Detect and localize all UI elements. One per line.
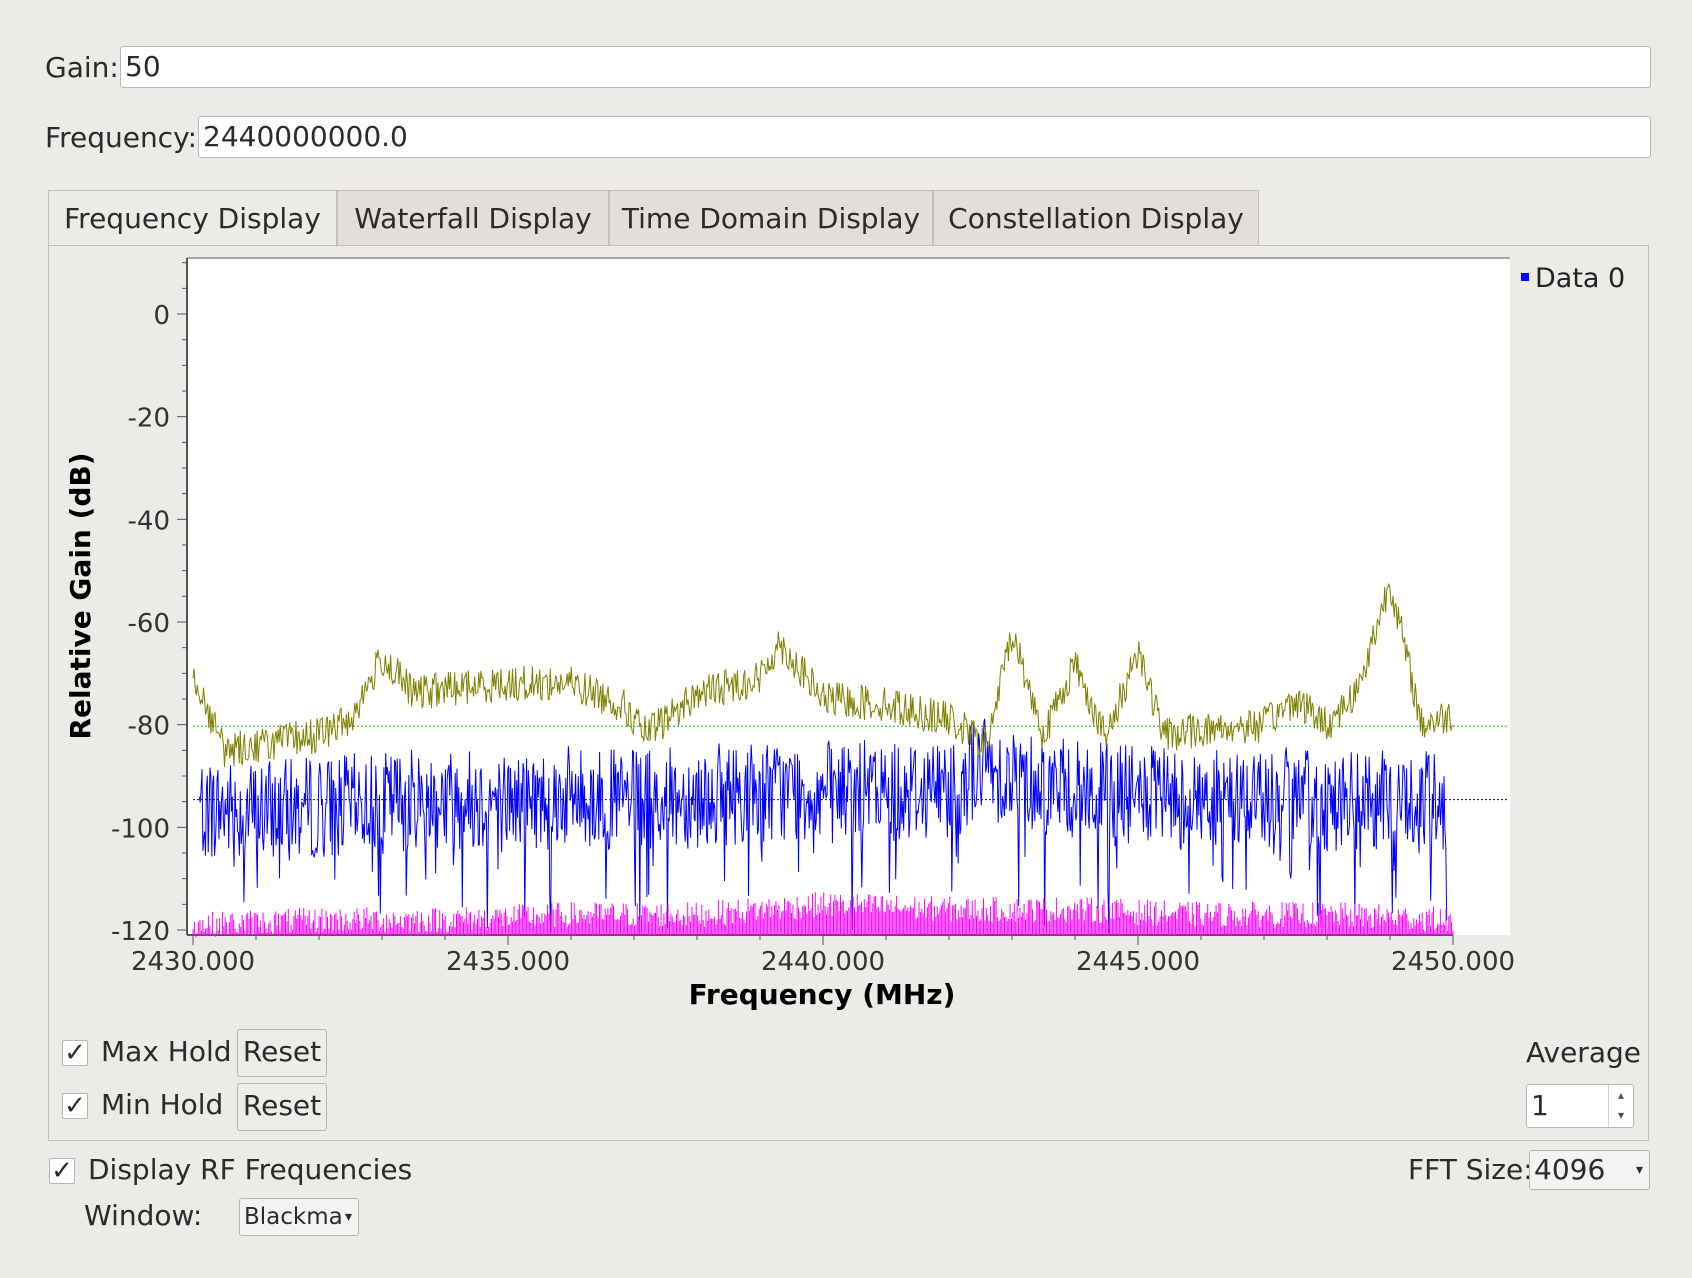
tab-time-domain-display[interactable]: Time Domain Display: [609, 190, 933, 246]
series-max-hold: [192, 582, 1454, 768]
series-data-0: [198, 718, 1448, 936]
legend-label: Data 0: [1535, 263, 1625, 294]
y-tick-label: 0: [153, 301, 170, 331]
x-tick-label: 2440.000: [761, 947, 885, 977]
y-tick-label: -120: [111, 917, 170, 947]
frequency-input[interactable]: 2440000000.0: [198, 116, 1651, 158]
frequency-plot[interactable]: 0-20-40-60-80-100-120 2430.000 2435.000 24…: [0, 0, 1692, 1060]
y-tick-label: -40: [128, 506, 170, 536]
average-value: 1: [1531, 1089, 1549, 1122]
plot-series: [192, 582, 1508, 938]
y-tick-label: -20: [128, 404, 170, 434]
max-hold-checkbox[interactable]: ✓: [62, 1040, 88, 1066]
window-value: Blackma: [244, 1204, 343, 1230]
fft-size-label: FFT Size:: [1408, 1153, 1533, 1186]
tab-constellation-display[interactable]: Constellation Display: [933, 190, 1259, 246]
tab-waterfall-display[interactable]: Waterfall Display: [337, 190, 609, 246]
y-tick-label: -100: [111, 814, 170, 844]
frequency-display-panel: [48, 245, 1649, 1141]
gain-label: Gain:: [45, 51, 119, 84]
x-axis-title: Frequency (MHz): [689, 978, 956, 1011]
min-hold-checkbox[interactable]: ✓: [62, 1093, 88, 1119]
average-spinbox[interactable]: 1 ▴ ▾: [1526, 1084, 1634, 1128]
tab-frequency-display[interactable]: Frequency Display: [48, 190, 337, 247]
fft-size-select[interactable]: 4096 ▾: [1529, 1150, 1650, 1190]
dropdown-arrow-icon: ▾: [1635, 1162, 1643, 1178]
average-label: Average: [1526, 1036, 1641, 1069]
min-hold-label: Min Hold: [101, 1088, 224, 1121]
y-tick-label: -60: [128, 609, 170, 639]
display-rf-checkbox[interactable]: ✓: [49, 1158, 75, 1184]
x-tick-label: 2430.000: [131, 947, 255, 977]
max-hold-reset-button[interactable]: Reset: [237, 1029, 327, 1077]
dropdown-arrow-icon: ▾: [344, 1209, 352, 1225]
y-tick-label: -80: [128, 712, 170, 742]
spin-arrows-icon[interactable]: ▴ ▾: [1608, 1085, 1633, 1127]
display-rf-label: Display RF Frequencies: [88, 1153, 413, 1186]
gain-input[interactable]: 50: [120, 46, 1651, 88]
x-tick-label: 2445.000: [1076, 947, 1200, 977]
y-axis: 0 -20 -40 -60 -80 -100 -120: [111, 262, 187, 947]
x-tick-label: 2450.000: [1391, 947, 1515, 977]
series-min-hold: [192, 892, 1454, 938]
legend-swatch: [1521, 273, 1529, 281]
window-label: Window:: [84, 1199, 203, 1232]
frequency-label: Frequency:: [45, 121, 198, 154]
x-axis: 2430.000 2435.000 2440.000 2445.000 2450.000: [131, 934, 1515, 977]
min-hold-reset-button[interactable]: Reset: [237, 1083, 327, 1131]
x-tick-label: 2435.000: [446, 947, 570, 977]
fft-size-value: 4096: [1534, 1153, 1606, 1186]
y-axis-title: Relative Gain (dB): [64, 452, 97, 739]
legend: Data 0: [1521, 263, 1625, 294]
max-hold-label: Max Hold: [101, 1035, 232, 1068]
window-select[interactable]: Blackma ▾: [239, 1198, 359, 1236]
